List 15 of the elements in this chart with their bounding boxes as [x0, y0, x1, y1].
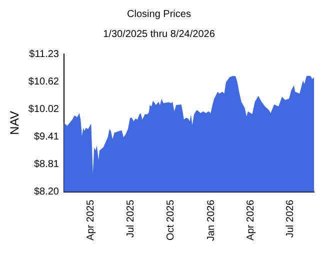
- x-tick-label: Apr 2026: [245, 199, 256, 240]
- y-tick-label: $9.41: [34, 132, 60, 143]
- y-tick-label: $11.23: [29, 48, 60, 60]
- chart-subtitle: 1/30/2025 thru 8/24/2026: [103, 28, 216, 40]
- chart-title: Closing Prices: [127, 8, 191, 20]
- y-tick-label: $10.02: [28, 104, 60, 115]
- y-axis-title: NAV: [8, 111, 22, 135]
- x-tick-label: Oct 2025: [166, 199, 177, 240]
- y-tick-label: $8.20: [34, 186, 60, 198]
- x-tick-label: Jan 2026: [206, 199, 217, 242]
- x-tick-label: Jul 2026: [285, 199, 296, 238]
- x-tick-label: Apr 2025: [85, 199, 96, 240]
- y-tick-label: $8.81: [34, 158, 60, 170]
- x-tick-label: Jul 2025: [125, 199, 136, 238]
- y-tick-label: $10.62: [28, 76, 60, 88]
